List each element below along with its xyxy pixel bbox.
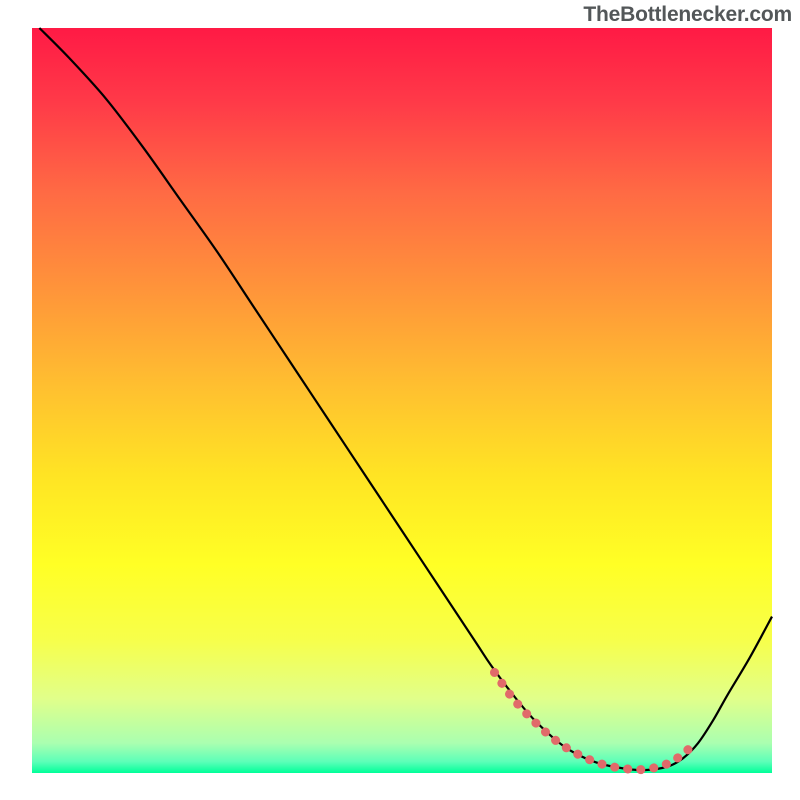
bottleneck-chart [0, 0, 800, 800]
watermark-text: TheBottlenecker.com [583, 3, 792, 27]
chart-background [32, 28, 772, 773]
